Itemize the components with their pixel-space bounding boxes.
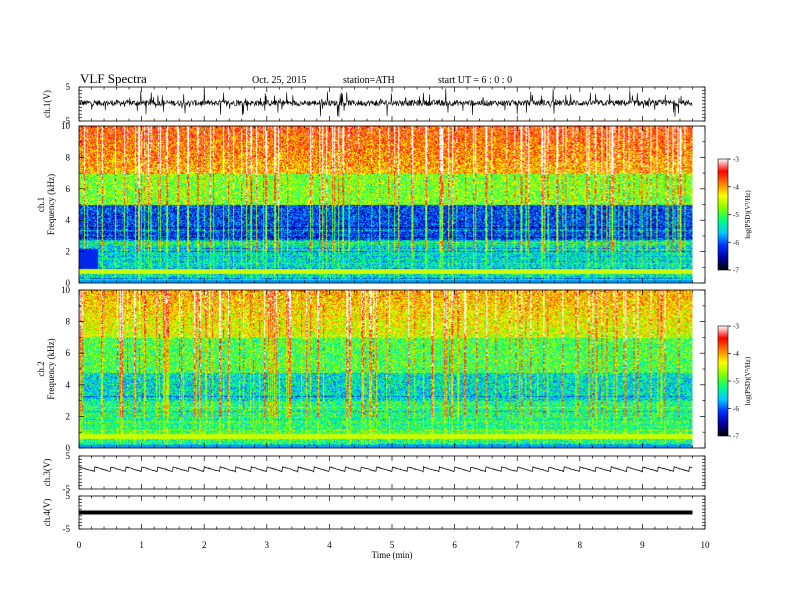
figure-title: VLF Spectra xyxy=(80,71,147,86)
y-tick-label: 10 xyxy=(61,121,71,131)
colorbar-tick-label: -3 xyxy=(733,156,739,164)
y-axis-label: ch.2Frequency (kHz) xyxy=(36,338,56,399)
colorbar-tick-label: -3 xyxy=(733,323,739,331)
colorbar-scale xyxy=(717,158,729,271)
y-axis-label: ch.1(V) xyxy=(42,90,52,118)
colorbar-label: log(PSD)(V²/Hz) xyxy=(744,356,752,405)
x-tick-label: 10 xyxy=(701,540,711,550)
colorbar-tick-label: -5 xyxy=(733,211,739,219)
x-tick-label: 1 xyxy=(139,540,144,550)
colorbar-scale xyxy=(717,325,729,437)
colorbar-label: log(PSD)(V²/Hz) xyxy=(744,190,752,239)
start-time-label: start UT = 6 : 0 : 0 xyxy=(438,75,512,86)
y-tick-label: -5 xyxy=(63,524,71,534)
y-tick-label: 2 xyxy=(66,411,71,421)
y-tick-label: 10 xyxy=(61,285,71,295)
colorbar-tick-label: -4 xyxy=(733,183,739,191)
y-axis-label: ch.1Frequency (kHz) xyxy=(36,174,56,235)
y-tick-label: -5 xyxy=(63,116,71,126)
ch3-waveform-trace xyxy=(78,465,693,473)
y-tick-label: 8 xyxy=(66,152,71,162)
y-tick-label: 0 xyxy=(66,443,71,453)
y-tick-label: 6 xyxy=(66,184,71,194)
time-axis: 0 1 2 3 4 5 6 7 8 9 10 xyxy=(77,540,710,550)
colorbar-tick-label: -7 xyxy=(733,267,739,275)
colorbar-tick-label: -6 xyxy=(733,405,739,413)
ch3-waveform-panel: ch.3(V) 5 -5 xyxy=(42,451,706,494)
spectrogram-image xyxy=(79,290,693,448)
spectrogram-image xyxy=(79,126,693,283)
x-tick-label: 5 xyxy=(390,540,395,550)
colorbar-tick-label: -4 xyxy=(733,350,739,358)
x-tick-label: 7 xyxy=(515,540,520,550)
ch1-colorbar: -3 -4 -5 -6 -7 log(PSD)(V²/Hz) xyxy=(717,156,752,275)
ch2-colorbar: -3 -4 -5 -6 -7 log(PSD)(V²/Hz) xyxy=(717,323,752,441)
y-tick-label: 2 xyxy=(66,247,71,257)
y-tick-label: 4 xyxy=(66,380,71,390)
x-tick-label: 8 xyxy=(578,540,583,550)
y-tick-label: 0 xyxy=(66,278,71,288)
x-tick-label: 0 xyxy=(77,540,82,550)
y-tick-label: 8 xyxy=(66,317,71,327)
y-tick-label: -5 xyxy=(63,484,71,494)
ch4-waveform-panel: ch.4(V) 5 -5 xyxy=(42,491,706,534)
y-axis-label: ch.4(V) xyxy=(42,499,52,527)
ch2-spectrogram-panel: ch.2Frequency (kHz) 0 2 4 6 8 10 xyxy=(36,285,706,453)
ch1-spectrogram-panel: ch.1Frequency (kHz) 0 2 4 6 8 10 xyxy=(36,121,706,288)
y-tick-label: 6 xyxy=(66,348,71,358)
ch1-waveform-panel: ch.1(V) 5 -5 xyxy=(42,82,706,126)
colorbar-tick-label: -5 xyxy=(733,378,739,386)
y-tick-label: 5 xyxy=(66,451,71,461)
colorbar-tick-label: -7 xyxy=(733,433,739,441)
x-tick-label: 9 xyxy=(640,540,645,550)
x-axis-label: Time (min) xyxy=(372,550,413,560)
x-tick-label: 2 xyxy=(202,540,207,550)
date-label: Oct. 25, 2015 xyxy=(252,75,306,86)
x-tick-label: 4 xyxy=(327,540,332,550)
y-tick-label: 5 xyxy=(66,491,71,501)
x-tick-label: 3 xyxy=(265,540,270,550)
colorbar-tick-label: -6 xyxy=(733,239,739,247)
ch1-waveform-trace xyxy=(78,88,693,117)
x-tick-label: 6 xyxy=(452,540,457,550)
station-label: station=ATH xyxy=(343,75,395,86)
y-tick-label: 4 xyxy=(66,215,71,225)
y-axis-label: ch.3(V) xyxy=(42,459,52,487)
y-tick-label: 5 xyxy=(66,82,71,92)
